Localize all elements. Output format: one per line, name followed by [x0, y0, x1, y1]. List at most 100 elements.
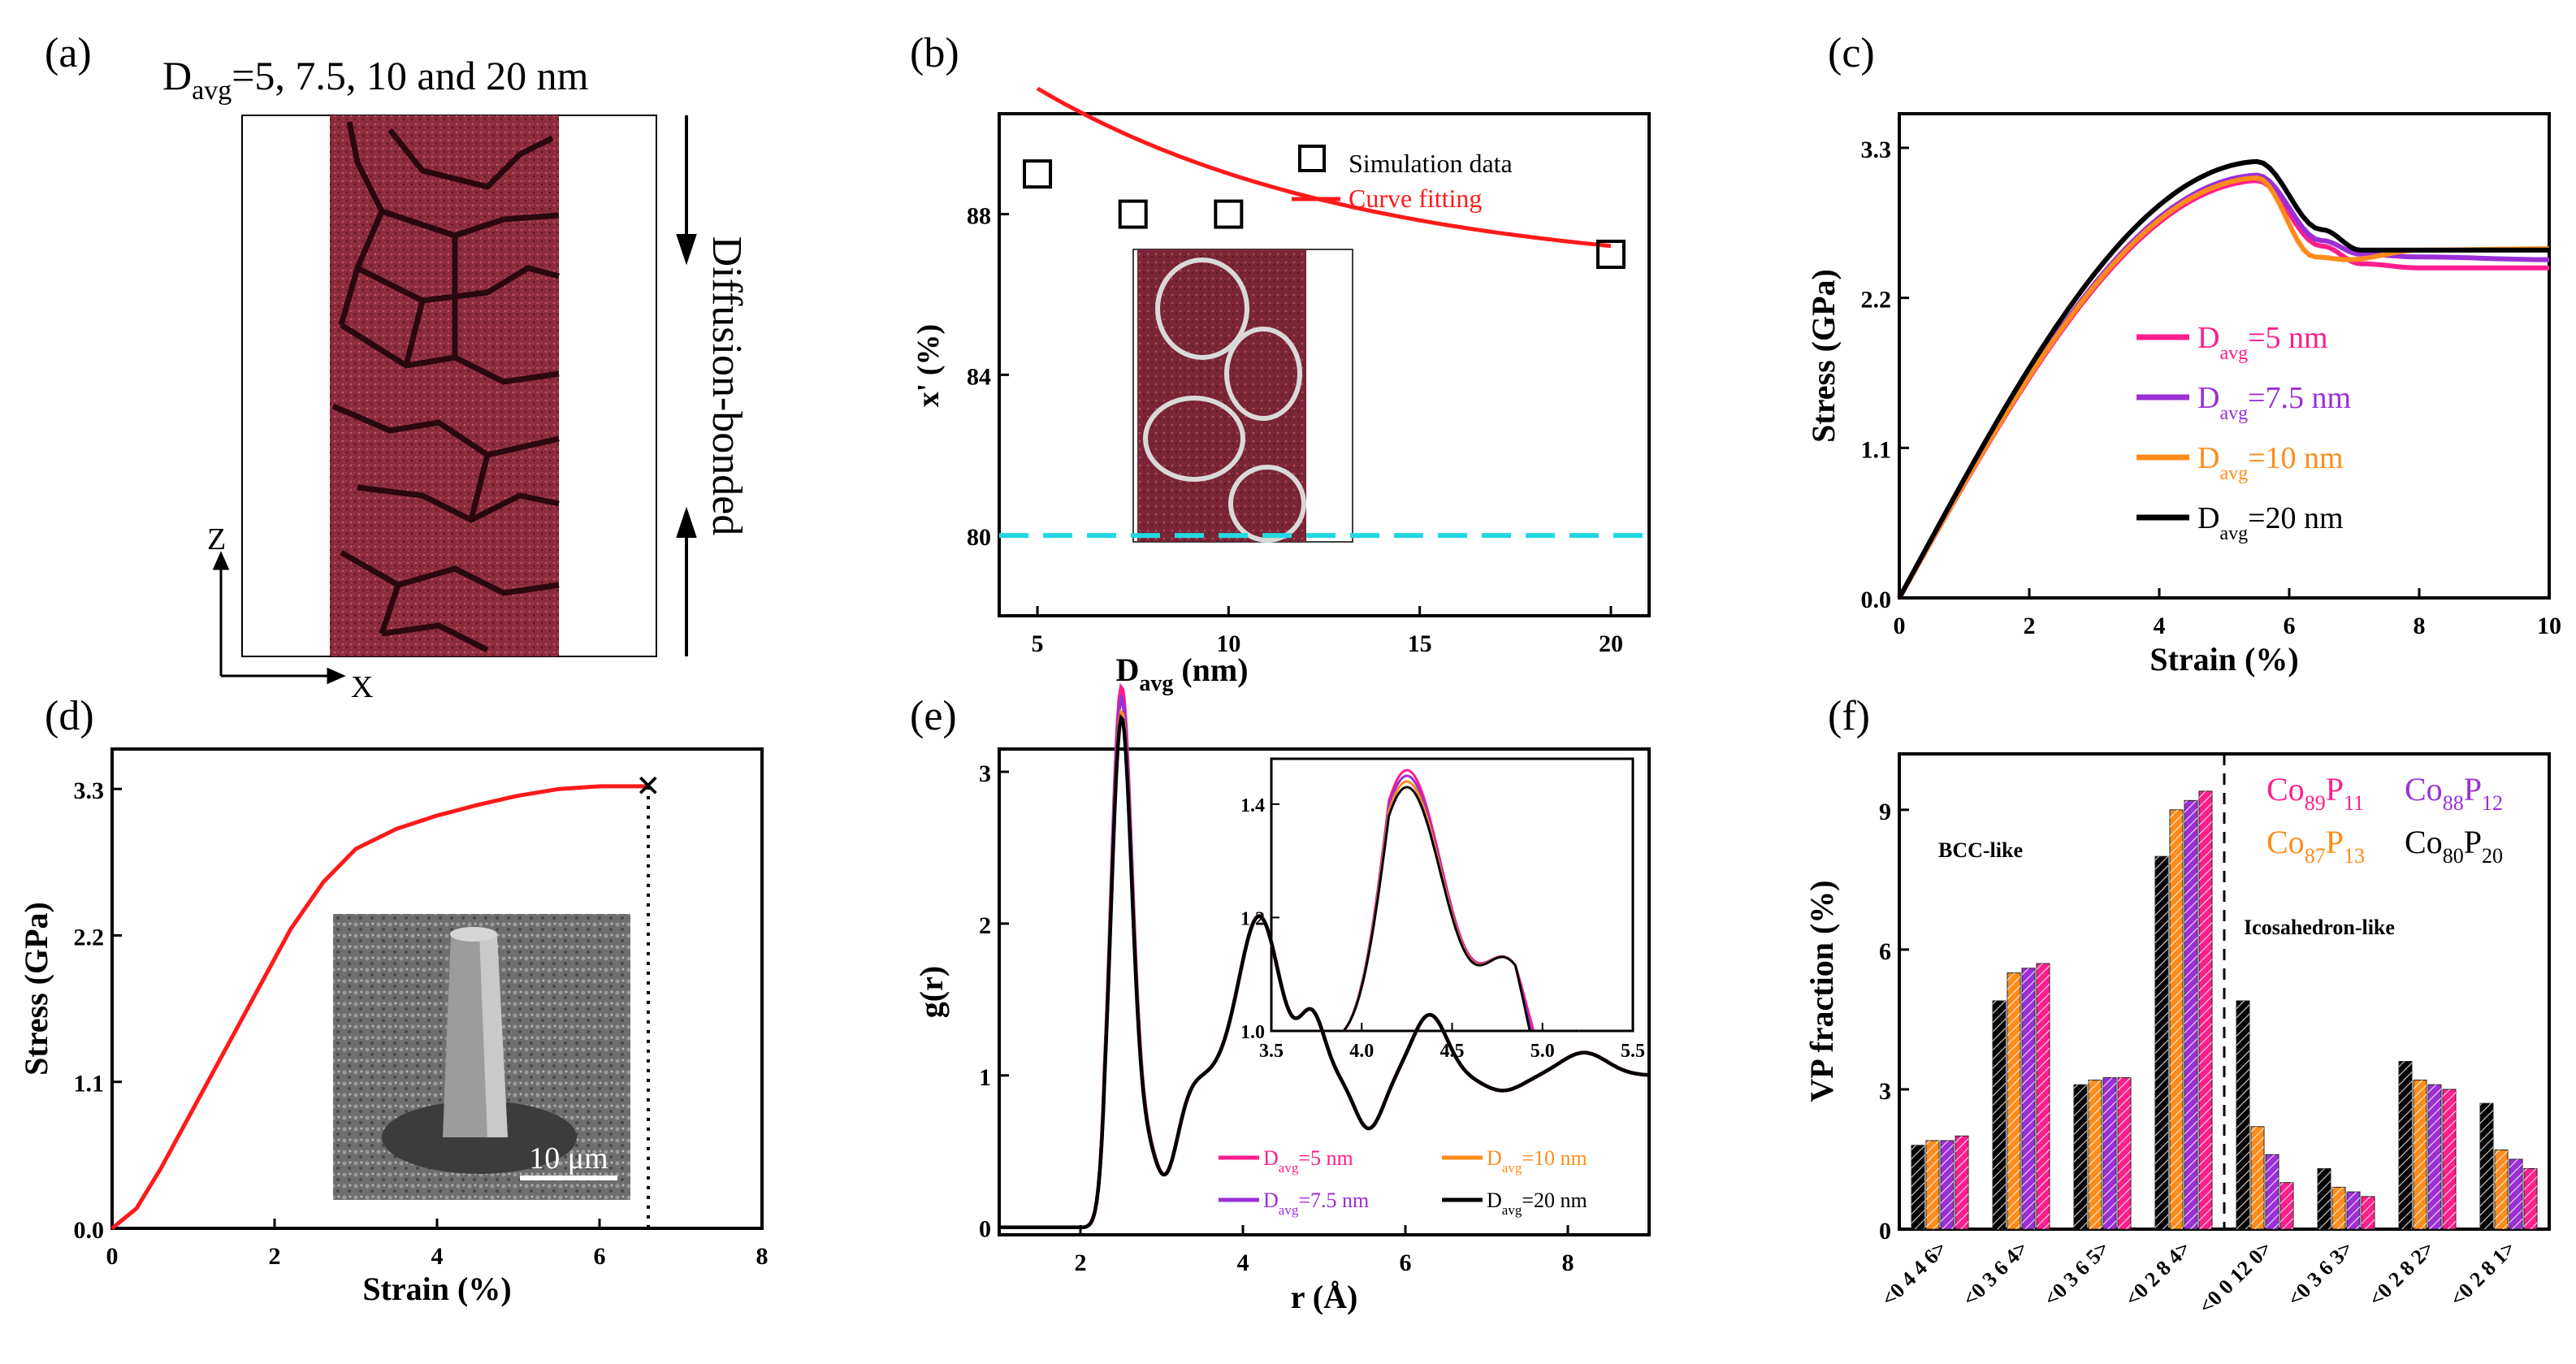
plot-frame [1898, 112, 2551, 600]
panel-b: (b) Simulation data Curve fitting Davg (… [910, 30, 1651, 696]
f-y-tick-label: 3 [1879, 1078, 1891, 1105]
category-label-7: <0 2 8 1> [2445, 1236, 2520, 1311]
fit-curve [1036, 86, 1612, 249]
c-x-tick-label: 10 [2537, 613, 2561, 639]
inset-frame [1270, 757, 1634, 1033]
inset-y-tick-label: 1.4 [1240, 795, 1265, 816]
bar-hatch-4-1 [2251, 1126, 2264, 1229]
d-y-tick-label: 3.3 [74, 777, 105, 804]
d-x-tick-label: 6 [594, 1243, 606, 1270]
b-y-tick-label: 80 [967, 524, 991, 551]
e-x-tick-label: 2 [1075, 1249, 1087, 1276]
e-x-tick-label: 6 [1400, 1249, 1412, 1276]
inset-x-tick-label: 4.0 [1349, 1041, 1374, 1062]
bar-hatch-0-0 [1911, 1145, 1924, 1229]
data-point [1118, 199, 1148, 229]
category-label-2: <0 3 6 5> [2039, 1236, 2114, 1311]
c-x-tick-label: 6 [2284, 613, 2296, 639]
inset-structure-image [1137, 249, 1306, 542]
bar-hatch-7-1 [2495, 1150, 2508, 1229]
panel-a-label: (a) [45, 30, 92, 76]
panel-d-label: (d) [45, 693, 94, 739]
bcc-like-annotation: BCC-like [1938, 838, 2023, 862]
b-x-tick-label: 15 [1408, 630, 1432, 657]
legend-Co87P13: Co87P13 [2266, 824, 2365, 868]
icosahedron-like-annotation: Icosahedron-like [2244, 916, 2395, 939]
scale-bar-label: 10 μm [529, 1141, 608, 1176]
d-x-tick-label: 2 [269, 1243, 281, 1270]
bar-hatch-7-0 [2480, 1103, 2493, 1229]
panel-a: (a) Davg=5, 7.5, 10 and 20 nm Z [45, 30, 750, 704]
e-x-axis-label: r (Å) [1291, 1279, 1358, 1315]
inset-x-tick-label: 3.5 [1259, 1041, 1284, 1062]
bar-hatch-2-1 [2089, 1080, 2102, 1229]
e-x-tick-label: 8 [1562, 1249, 1574, 1276]
axis-z-label: Z [207, 522, 226, 556]
d-y-axis-label: Stress (GPa) [18, 902, 54, 1076]
bar-hatch-4-3 [2280, 1182, 2293, 1229]
e-y-axis-label: g(r) [913, 966, 950, 1018]
d-y-tick-label: 0.0 [74, 1217, 105, 1244]
legend-Co88P12: Co88P12 [2405, 771, 2503, 815]
d-y-tick-label: 2.2 [74, 924, 105, 950]
category-label-5: <0 3 6 3> [2283, 1236, 2357, 1311]
bar-hatch-7-3 [2524, 1168, 2537, 1229]
category-label-3: <0 2 8 4> [2120, 1236, 2195, 1311]
bonding-arrows [676, 115, 697, 656]
category-label-1: <0 3 6 4> [1958, 1236, 2033, 1311]
legend-Co89P11: Co89P11 [2266, 771, 2364, 815]
panel-f-label: (f) [1828, 693, 1870, 739]
legend-label-2: Davg=10 nm [2197, 441, 2344, 484]
bar-hatch-0-2 [1941, 1141, 1954, 1229]
d-y-tick-label: 1.1 [74, 1071, 105, 1098]
legend-label-3: Davg=20 nm [2197, 501, 2344, 544]
data-point [1214, 199, 1244, 229]
e-y-tick-label: 2 [979, 912, 991, 939]
legend-label-1: Davg=7.5 nm [2197, 381, 2351, 424]
b-x-axis-label: Davg (nm) [1115, 652, 1248, 696]
panel-c-label: (c) [1828, 30, 1875, 76]
panel-e-label: (e) [910, 693, 957, 739]
legend-label-1: Davg=7.5 nm [1263, 1189, 1369, 1218]
bar-hatch-6-0 [2399, 1061, 2412, 1229]
legend-label-3: Davg=20 nm [1487, 1189, 1587, 1218]
stress-strain-curve-3 [1897, 158, 2549, 600]
c-x-tick-label: 8 [2414, 613, 2426, 639]
d-x-tick-label: 8 [756, 1243, 768, 1270]
bar-hatch-6-3 [2443, 1089, 2456, 1229]
c-x-tick-label: 4 [2154, 613, 2166, 639]
category-label-6: <0 2 8 2> [2364, 1236, 2439, 1311]
b-x-tick-label: 10 [1216, 630, 1240, 657]
inset-grain-boundaries [1143, 258, 1306, 543]
axis-arrows [212, 551, 346, 685]
plot-frame [998, 747, 1651, 1236]
c-x-axis-label: Strain (%) [2150, 641, 2298, 678]
inset-y-tick-label: 1.0 [1240, 1022, 1265, 1043]
bar-hatch-6-2 [2428, 1085, 2441, 1229]
b-y-axis-label: x' (%) [911, 324, 946, 407]
bar-hatch-3-1 [2170, 809, 2183, 1229]
bar-hatch-6-1 [2414, 1080, 2427, 1229]
bar-hatch-1-0 [1993, 1000, 2006, 1229]
legend-label-0: Davg=5 nm [2197, 321, 2328, 364]
d-x-tick-label: 4 [431, 1243, 444, 1270]
panel-b-label: (b) [910, 30, 959, 76]
e-y-tick-label: 1 [979, 1064, 991, 1091]
legend-simulation-text: Simulation data [1349, 149, 1513, 178]
f-y-tick-label: 6 [1879, 938, 1891, 965]
stress-strain-curve [110, 784, 648, 1230]
gr-curve-3 [999, 713, 1650, 1229]
f-y-tick-label: 9 [1879, 799, 1891, 825]
panel-a-title: Davg=5, 7.5, 10 and 20 nm [162, 53, 589, 106]
bar-hatch-1-1 [2007, 972, 2020, 1229]
c-y-tick-label: 3.3 [1861, 136, 1892, 163]
f-y-axis-label: VP fraction (%) [1803, 880, 1840, 1102]
sem-pillar [382, 927, 577, 1174]
e-y-tick-label: 3 [979, 760, 991, 787]
c-y-tick-label: 1.1 [1861, 436, 1892, 463]
b-y-tick-label: 84 [967, 363, 991, 390]
c-y-tick-label: 0.0 [1861, 587, 1892, 613]
c-y-tick-label: 2.2 [1861, 287, 1892, 314]
